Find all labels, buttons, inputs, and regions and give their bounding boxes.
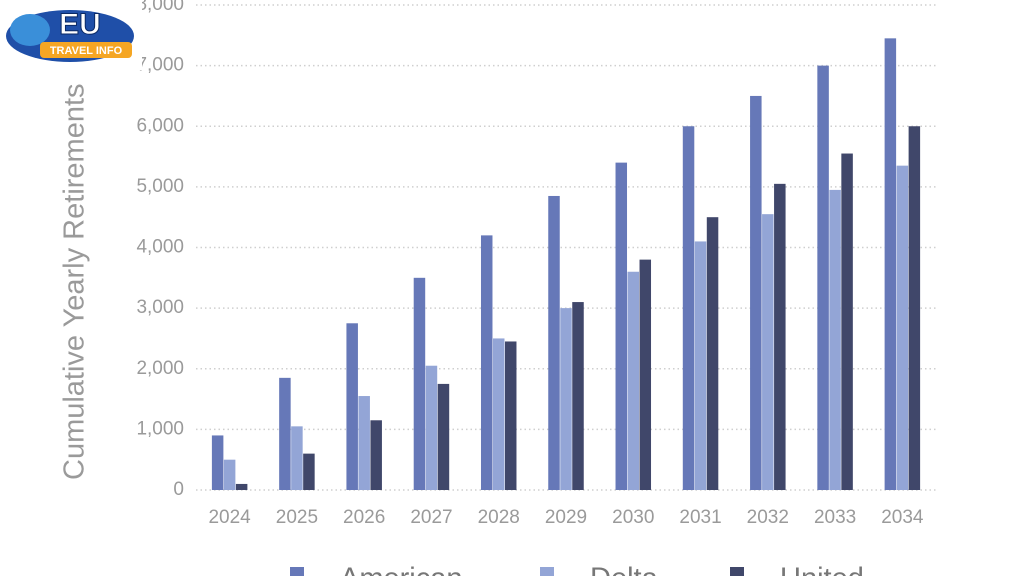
legend-label: United	[780, 563, 864, 576]
y-tick-label: 1,000	[136, 418, 184, 439]
bar	[346, 323, 358, 490]
logo-ribbon	[40, 42, 132, 58]
bar	[560, 308, 572, 490]
legend-swatch	[730, 567, 744, 576]
bar	[480, 235, 493, 490]
y-tick-label: 2,000	[136, 358, 184, 379]
bar	[235, 483, 248, 490]
bar	[884, 38, 897, 490]
legend-swatch	[290, 567, 304, 576]
bar	[291, 426, 303, 490]
y-tick-label: 4,000	[136, 237, 184, 258]
x-tick-label: 2033	[814, 507, 856, 528]
logo-title: EU	[59, 8, 101, 41]
y-tick-label: 8,000	[136, 0, 184, 15]
x-tick-label: 2034	[881, 507, 924, 528]
bar	[492, 338, 505, 490]
bar	[370, 420, 382, 490]
bar	[303, 453, 315, 490]
y-tick-label: 7,000	[136, 55, 184, 76]
bar	[750, 95, 762, 490]
bar	[841, 153, 853, 490]
y-tick-label: 5,000	[136, 176, 184, 197]
legend-swatch	[540, 567, 554, 576]
bar	[437, 383, 450, 490]
logo-subtitle: TRAVEL INFO	[50, 45, 123, 57]
bar	[706, 217, 719, 490]
y-axis-label: Cumulative Yearly Retirements	[59, 83, 91, 480]
bar	[358, 396, 370, 490]
plot: 0 1,000 2,000 3,000 4,000 5,000 6,000 7,000 8,00…	[59, 0, 936, 576]
bar	[211, 435, 224, 490]
bar	[504, 341, 517, 490]
bar	[896, 165, 909, 490]
x-tick-label: 2029	[545, 507, 587, 528]
x-tick-label: 2026	[343, 507, 385, 528]
bar	[413, 277, 426, 490]
bar	[425, 365, 438, 490]
bar	[627, 271, 640, 490]
y-tick-label: 0	[173, 479, 184, 500]
x-tick-label: 2030	[612, 507, 654, 528]
bar	[817, 65, 829, 490]
x-tick-label: 2028	[478, 507, 520, 528]
x-tick-label: 2025	[276, 507, 318, 528]
y-tick-label: 3,000	[136, 297, 184, 318]
x-tick-label: 2032	[747, 507, 789, 528]
logo-globe	[10, 14, 50, 46]
bar	[279, 377, 291, 490]
logo: EU TRAVEL INFO	[0, 0, 142, 70]
bar	[639, 259, 652, 490]
bar	[908, 126, 921, 490]
bar	[572, 302, 584, 490]
bar	[682, 126, 695, 490]
bar	[762, 214, 774, 490]
bar	[774, 183, 786, 490]
legend-label: Delta	[590, 563, 659, 576]
bar	[548, 195, 560, 490]
bar	[829, 189, 841, 490]
y-tick-label: 6,000	[136, 115, 184, 136]
bar	[615, 162, 628, 490]
legend-label: American	[340, 563, 463, 576]
x-tick-label: 2027	[410, 507, 452, 528]
bar	[223, 459, 236, 490]
x-tick-label: 2031	[679, 507, 721, 528]
x-tick-label: 2024	[208, 507, 251, 528]
bar	[694, 241, 707, 490]
